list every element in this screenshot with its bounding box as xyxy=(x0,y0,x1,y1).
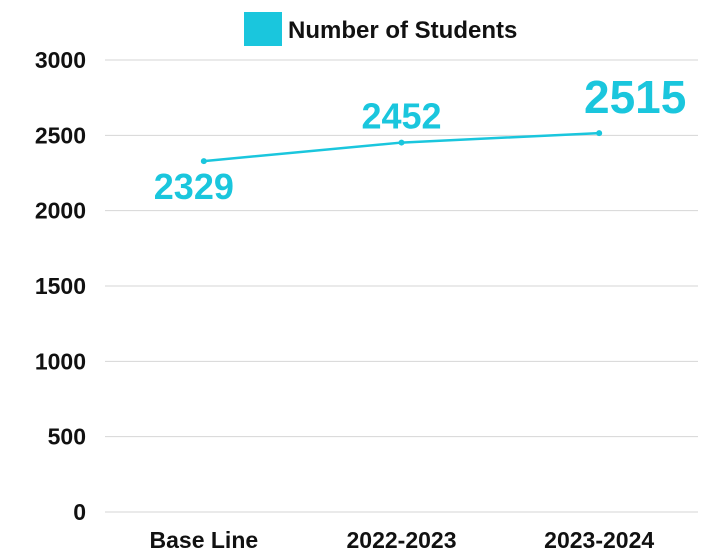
x-axis-tick-labels: Base Line 2022-2023 2023-2024 xyxy=(150,527,655,553)
data-point xyxy=(398,139,405,146)
y-tick-label: 1500 xyxy=(35,273,86,299)
x-tick-label: 2023-2024 xyxy=(544,527,654,553)
data-point xyxy=(200,158,207,165)
data-labels: 2329 2452 2515 xyxy=(154,71,687,207)
series-line xyxy=(203,131,600,163)
series-number-of-students xyxy=(200,130,603,165)
y-tick-label: 3000 xyxy=(35,47,86,73)
legend-label: Number of Students xyxy=(288,17,517,44)
y-tick-label: 500 xyxy=(48,424,86,450)
y-tick-label: 2000 xyxy=(35,198,86,224)
data-label: 2329 xyxy=(154,166,234,207)
x-tick-label: 2022-2023 xyxy=(347,527,457,553)
data-point xyxy=(596,130,603,137)
legend: Number of Students xyxy=(244,12,517,46)
y-tick-label: 2500 xyxy=(35,122,86,148)
gridlines xyxy=(105,59,698,513)
y-axis-tick-labels: 0 500 1000 1500 2000 2500 3000 xyxy=(35,47,86,525)
data-label: 2452 xyxy=(361,96,441,137)
legend-swatch xyxy=(244,12,282,46)
y-tick-label: 0 xyxy=(73,499,86,525)
x-tick-label: Base Line xyxy=(150,527,259,553)
y-tick-label: 1000 xyxy=(35,348,86,374)
data-label: 2515 xyxy=(584,71,686,123)
